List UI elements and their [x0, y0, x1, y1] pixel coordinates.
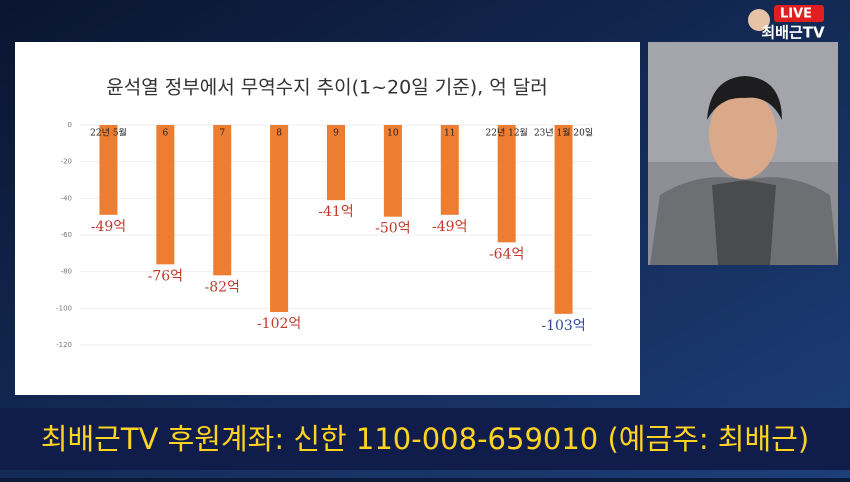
y-tick-label: -40	[61, 194, 72, 202]
value-label: -102억	[257, 316, 301, 332]
value-label: -50억	[375, 221, 410, 237]
x-tick-label: 6	[162, 129, 168, 139]
channel-name: 최배근TV	[761, 24, 825, 42]
y-tick-label: -100	[56, 304, 72, 312]
logo: LIVE 최배근TV	[748, 5, 825, 42]
value-label: -103억	[541, 318, 585, 334]
y-tick-label: -80	[61, 268, 72, 276]
bar	[270, 125, 289, 312]
x-tick-label: 9	[333, 129, 339, 139]
value-label: -82억	[205, 279, 240, 295]
video-feed	[648, 42, 838, 265]
x-tick-label: 10	[387, 129, 399, 139]
x-tick-label: 8	[276, 129, 282, 139]
hair	[707, 76, 782, 120]
y-tick-label: 0	[68, 121, 72, 129]
value-label: -41억	[318, 204, 353, 220]
value-label: -49억	[91, 219, 126, 235]
x-tick-label: 11	[444, 129, 455, 139]
slide	[15, 42, 640, 395]
y-tick-label: -20	[61, 158, 72, 166]
bar	[213, 125, 232, 276]
face	[709, 91, 777, 179]
banner-text: 최배근TV 후원계좌: 신한 110-008-659010 (예금주: 최배근)	[41, 422, 809, 456]
chart: 0 -20 -40 -60 -80 -100 -120 22년 5월 -49억 6 -76억 7 -82…	[56, 121, 593, 349]
bar	[327, 125, 345, 201]
bar	[497, 125, 516, 243]
value-label: -49억	[432, 219, 467, 235]
bar	[440, 125, 459, 215]
x-tick-label: 22년 12월	[486, 127, 528, 139]
chart-title: 윤석열 정부에서 무역수지 추이(1~20일 기준), 억 달러	[106, 77, 547, 99]
x-tick-label: 7	[219, 129, 225, 139]
y-tick-label: -120	[56, 341, 72, 349]
value-label: -76억	[148, 268, 183, 284]
live-badge	[774, 5, 824, 22]
x-tick-label: 22년 5월	[90, 127, 127, 139]
bar	[156, 125, 175, 265]
bar	[383, 125, 402, 217]
value-label: -64억	[489, 246, 524, 262]
logo-face	[748, 9, 770, 31]
banner-bar	[0, 408, 850, 470]
live-text: LIVE	[780, 7, 812, 22]
sweater	[712, 180, 776, 265]
bar	[554, 125, 573, 314]
bar	[99, 125, 118, 215]
y-tick-label: -60	[61, 231, 72, 239]
x-tick-label: 23년 1월 20일	[534, 127, 593, 139]
